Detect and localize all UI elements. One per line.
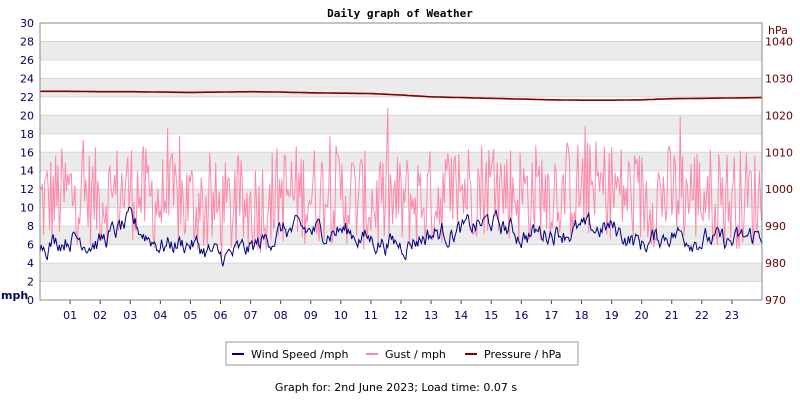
y-left-tick-label: 26 <box>20 54 34 67</box>
y-right-tick-label: 980 <box>765 257 786 270</box>
y-left-tick-label: 8 <box>27 220 34 233</box>
chart-title: Daily graph of Weather <box>327 7 473 20</box>
grid-band <box>40 41 762 60</box>
pressure-series-line <box>40 90 762 101</box>
y-left-tick-label: 0 <box>27 294 34 307</box>
legend-label: Wind Speed /mph <box>251 348 349 361</box>
y-left-tick-label: 30 <box>20 17 34 30</box>
legend-box <box>225 341 579 366</box>
y-left-tick-label: 16 <box>20 146 34 159</box>
x-tick-label: 15 <box>484 309 498 322</box>
y-right-tick-label: 1030 <box>765 72 793 85</box>
x-tick-label: 09 <box>304 309 318 322</box>
y-right-tick-label: 1010 <box>765 146 793 159</box>
x-tick-label: 23 <box>725 309 739 322</box>
y-right-axis-label: hPa <box>768 24 788 37</box>
x-tick-label: 16 <box>514 309 528 322</box>
wind-speed-series-line <box>39 206 763 267</box>
x-tick-label: 08 <box>274 309 288 322</box>
x-tick-label: 02 <box>93 309 107 322</box>
y-left-axis-label: mph <box>1 289 28 302</box>
y-right-tick-label: 990 <box>765 220 786 233</box>
legend-label: Gust / mph <box>385 348 446 361</box>
x-tick-label: 14 <box>454 309 468 322</box>
y-left-tick-label: 6 <box>27 239 34 252</box>
grid-band <box>40 78 762 97</box>
y-left-tick-label: 18 <box>20 128 34 141</box>
x-tick-label: 13 <box>424 309 438 322</box>
x-tick-label: 19 <box>605 309 619 322</box>
x-tick-label: 12 <box>394 309 408 322</box>
y-right-tick-label: 1040 <box>765 35 793 48</box>
x-tick-label: 22 <box>695 309 709 322</box>
y-right-tick-label: 1020 <box>765 109 793 122</box>
x-tick-label: 03 <box>123 309 137 322</box>
legend-label: Pressure / hPa <box>484 348 562 361</box>
y-left-tick-label: 22 <box>20 91 34 104</box>
x-tick-label: 01 <box>63 309 77 322</box>
grid-band <box>40 152 762 171</box>
footer-text: Graph for: 2nd June 2023; Load time: 0.0… <box>275 381 517 394</box>
gust-series-line <box>39 107 763 258</box>
y-left-tick-label: 28 <box>20 35 34 48</box>
x-tick-label: 17 <box>544 309 558 322</box>
y-left-tick-label: 20 <box>20 109 34 122</box>
x-tick-label: 10 <box>334 309 348 322</box>
x-tick-label: 07 <box>244 309 258 322</box>
y-right-tick-label: 1000 <box>765 183 793 196</box>
y-left-tick-label: 12 <box>20 183 34 196</box>
x-tick-label: 18 <box>575 309 589 322</box>
y-left-tick-label: 14 <box>20 165 34 178</box>
x-tick-label: 20 <box>635 309 649 322</box>
x-tick-label: 04 <box>153 309 167 322</box>
y-right-tick-label: 970 <box>765 294 786 307</box>
y-left-tick-label: 10 <box>20 202 34 215</box>
x-tick-label: 11 <box>364 309 378 322</box>
x-tick-label: 21 <box>665 309 679 322</box>
y-left-tick-label: 24 <box>20 72 34 85</box>
grid-band <box>40 263 762 282</box>
grid-band <box>40 115 762 134</box>
y-left-tick-label: 2 <box>27 276 34 289</box>
plot-frame <box>39 22 763 301</box>
y-left-tick-label: 4 <box>27 257 34 270</box>
x-tick-label: 06 <box>214 309 228 322</box>
x-tick-label: 05 <box>183 309 197 322</box>
